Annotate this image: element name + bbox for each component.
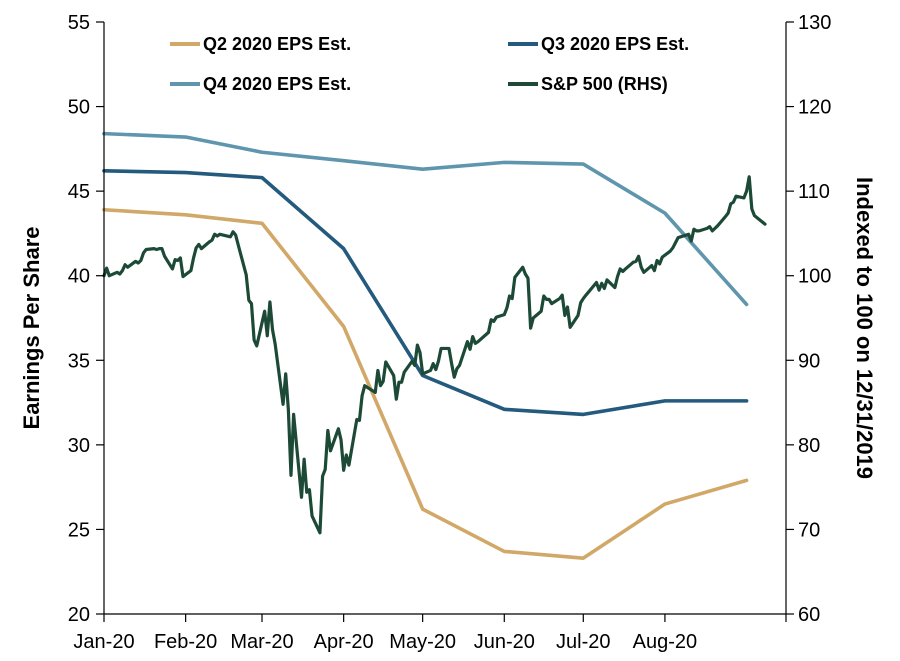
right-tick-label: 130 — [798, 12, 831, 34]
left-tick-label: 25 — [68, 519, 90, 541]
x-tick-label: Jun-20 — [474, 631, 535, 653]
left-tick-label: 35 — [68, 350, 90, 372]
right-tick-label: 110 — [798, 181, 830, 203]
x-tick-label: Jan-20 — [73, 631, 134, 653]
series-line-q2-2020-eps-est — [102, 207, 749, 560]
x-tick-label: Jul-20 — [556, 631, 610, 653]
series-layer — [102, 131, 767, 560]
right-tick-label: 120 — [798, 97, 831, 119]
series-line-q4-2020-eps-est — [102, 131, 749, 307]
x-tick-label: Mar-20 — [230, 631, 293, 653]
series-line-s-p-500-rhs — [102, 175, 767, 535]
x-tick-label: Apr-20 — [314, 631, 374, 653]
left-tick-label: 45 — [68, 181, 90, 203]
ticks-layer: 20 25 30 35 40 45 50 55 60 70 80 90 100 110 120 130 Jan-… — [68, 12, 832, 653]
right-tick-label: 80 — [798, 435, 820, 457]
legend-label: Q4 2020 EPS Est. — [203, 74, 351, 94]
left-tick-label: 20 — [68, 604, 90, 626]
legend-label: Q3 2020 EPS Est. — [541, 34, 689, 54]
right-tick-label: 70 — [798, 519, 820, 541]
x-tick-label: Aug-20 — [633, 631, 698, 653]
x-tick-label: May-20 — [389, 631, 456, 653]
left-tick-label: 30 — [68, 435, 90, 457]
left-tick-label: 50 — [68, 97, 90, 119]
legend-label: Q2 2020 EPS Est. — [203, 34, 351, 54]
legend-label: S&P 500 (RHS) — [541, 74, 668, 94]
axes-layer — [103, 22, 787, 615]
right-tick-label: 90 — [798, 350, 820, 372]
left-tick-label: 55 — [68, 12, 90, 34]
right-tick-label: 100 — [798, 266, 831, 288]
series-line-q3-2020-eps-est — [102, 169, 749, 417]
right-tick-label: 60 — [798, 604, 820, 626]
legend: Q2 2020 EPS Est. Q3 2020 EPS Est. Q4 2020 … — [170, 34, 689, 94]
left-axis-title: Earnings Per Share — [19, 227, 44, 430]
right-axis-title: Indexed to 100 on 12/31/2019 — [852, 177, 877, 479]
left-tick-label: 40 — [68, 266, 90, 288]
x-tick-label: Feb-20 — [154, 631, 217, 653]
